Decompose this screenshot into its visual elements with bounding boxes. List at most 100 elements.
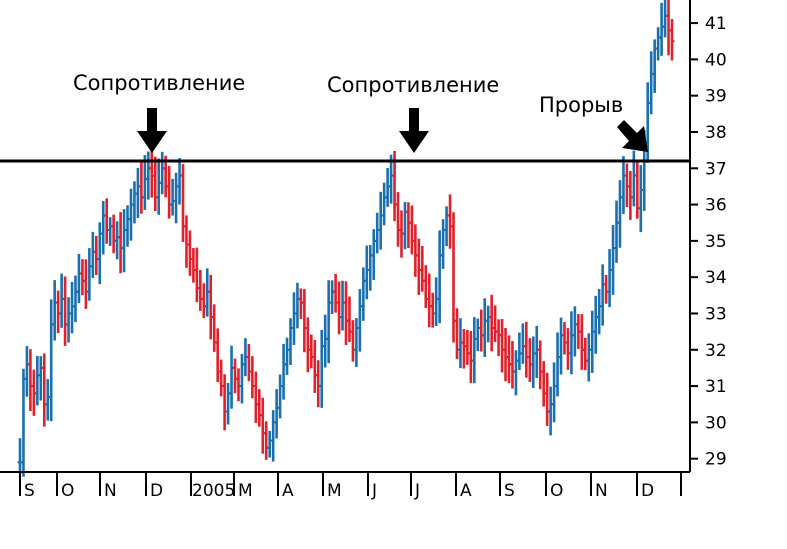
price-bar <box>572 306 578 357</box>
price-bar <box>218 359 224 397</box>
price-bar <box>125 205 131 247</box>
y-tick-label: 39 <box>705 87 727 107</box>
y-tick-label: 34 <box>705 268 727 288</box>
price-bar <box>298 288 304 319</box>
y-tick-label: 29 <box>705 450 727 470</box>
price-bar <box>631 150 637 207</box>
y-tick-label: 30 <box>705 413 727 433</box>
price-bar <box>617 180 623 248</box>
price-bar <box>582 337 588 371</box>
price-bar <box>194 247 200 303</box>
price-bar <box>485 305 491 343</box>
price-bar <box>274 389 280 439</box>
price-bar <box>568 311 574 375</box>
price-bar <box>17 438 23 475</box>
price-bar <box>235 368 241 402</box>
price-bar <box>666 0 672 56</box>
price-bar <box>208 274 214 340</box>
price-bar <box>249 356 255 399</box>
price-bar <box>72 275 78 323</box>
price-bar <box>270 410 276 462</box>
price-bar <box>409 205 415 255</box>
price-bar <box>197 269 203 311</box>
price-bar <box>62 276 68 346</box>
price-bar <box>201 283 207 319</box>
price-bar <box>340 280 346 331</box>
price-bar <box>551 362 557 423</box>
price-bar <box>464 330 470 365</box>
price-bar <box>343 281 349 346</box>
price-bar <box>107 217 113 246</box>
price-bars <box>17 0 675 477</box>
price-bar <box>506 335 512 384</box>
price-bar <box>565 328 571 370</box>
price-bar <box>152 156 158 212</box>
price-bar <box>350 320 356 362</box>
price-bar <box>225 382 231 425</box>
price-bar <box>620 156 626 214</box>
price-bar <box>353 318 359 367</box>
price-bar <box>378 191 384 250</box>
price-bar <box>523 321 529 378</box>
x-tick-label-month: A <box>460 481 472 501</box>
x-tick-label-month: D <box>641 481 654 501</box>
price-bar <box>138 161 144 214</box>
y-tick-label: 31 <box>705 377 727 397</box>
price-bar <box>357 289 363 352</box>
price-bar <box>288 318 294 366</box>
x-tick-label-month: D <box>150 481 163 501</box>
price-bar <box>253 371 259 424</box>
price-bar <box>440 219 446 269</box>
x-tick-label-month: N <box>595 481 608 501</box>
price-bar <box>516 332 522 371</box>
price-bar <box>34 355 40 406</box>
price-bar <box>579 314 585 370</box>
price-bar <box>308 334 314 369</box>
price-bar <box>475 318 481 352</box>
price-bar <box>128 188 134 241</box>
price-bar <box>45 379 51 421</box>
x-tick-label-month: O <box>61 481 74 501</box>
price-bar <box>471 317 477 384</box>
price-bar <box>509 341 515 389</box>
price-bar <box>489 294 495 352</box>
price-bar <box>312 340 318 393</box>
price-bar <box>371 229 377 280</box>
price-bar <box>437 230 443 324</box>
price-bar <box>239 353 245 404</box>
price-bar <box>461 329 467 369</box>
price-bar <box>593 295 599 354</box>
price-bar <box>402 201 408 250</box>
price-bar <box>520 323 526 364</box>
annotation-label: Прорыв <box>539 93 623 117</box>
price-bar <box>190 248 196 283</box>
price-bar <box>229 345 235 409</box>
price-bar <box>322 314 328 368</box>
price-bar <box>41 353 47 427</box>
price-bar <box>669 19 675 61</box>
price-bar <box>121 209 127 273</box>
x-tick-label-month: J <box>414 481 420 501</box>
x-tick-label-year: 2005 <box>192 481 235 501</box>
price-bar <box>367 245 373 291</box>
price-bar <box>222 374 228 431</box>
price-bar <box>412 224 418 277</box>
price-bar <box>166 166 172 219</box>
x-tick-label-month: J <box>371 481 377 501</box>
annotations: Сопротивление Сопротивление Прорыв <box>73 71 648 153</box>
price-bar <box>496 319 502 357</box>
price-bar <box>131 181 137 224</box>
price-bar <box>534 325 540 378</box>
price-bar <box>149 146 155 198</box>
y-tick-label: 33 <box>705 304 727 324</box>
price-bar <box>451 212 457 343</box>
price-bar <box>627 171 633 220</box>
price-bar <box>416 238 422 295</box>
y-tick-label: 35 <box>705 232 727 252</box>
price-bar <box>638 165 644 233</box>
price-bar <box>503 328 509 382</box>
annotation-label: Сопротивление <box>327 73 499 97</box>
price-bar <box>326 280 332 364</box>
price-bar <box>277 374 283 419</box>
y-tick-label: 40 <box>705 50 727 70</box>
